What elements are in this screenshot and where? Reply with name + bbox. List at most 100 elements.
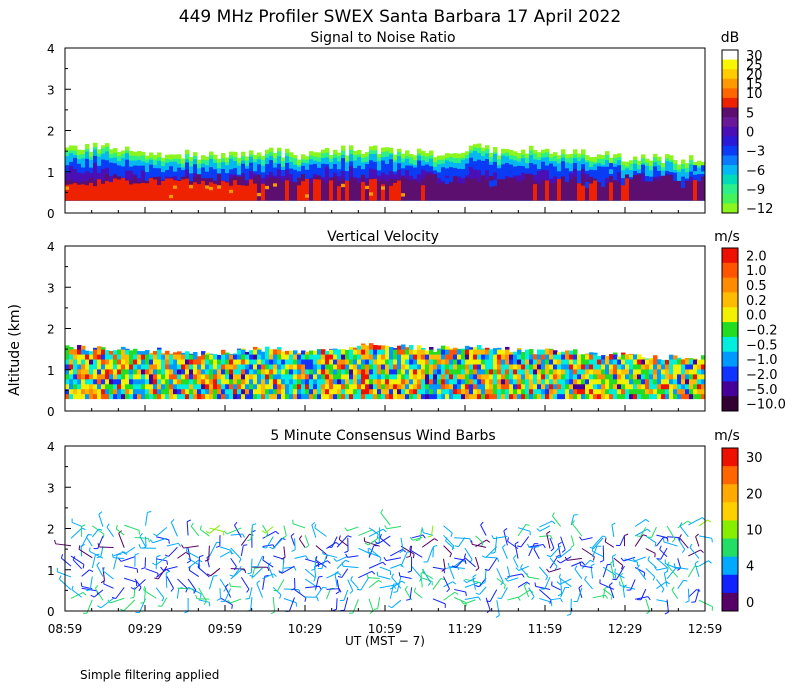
velocity-cell	[301, 354, 306, 360]
velocity-cell	[489, 378, 494, 385]
wind-panel: 5 Minute Consensus Wind Barbs m/s 01234 …	[47, 428, 763, 619]
velocity-cell	[229, 354, 234, 355]
velocity-cell	[557, 368, 562, 375]
velocity-cell	[277, 363, 282, 370]
wind-barb	[698, 519, 708, 527]
velocity-cell	[505, 346, 510, 350]
velocity-cell	[641, 363, 646, 370]
velocity-cell	[289, 393, 294, 400]
velocity-cell	[581, 373, 586, 380]
velocity-cell	[261, 393, 266, 400]
velocity-cell	[529, 363, 534, 370]
velocity-cell	[317, 359, 322, 365]
velocity-cell	[197, 388, 202, 395]
snr-cell	[281, 181, 286, 201]
wind-barb-flag	[526, 581, 531, 585]
velocity-cell	[105, 388, 110, 395]
velocity-cell	[465, 378, 470, 385]
velocity-cell	[233, 354, 238, 360]
velocity-cell	[545, 393, 550, 400]
wind-barb-flag	[216, 598, 221, 601]
velocity-cell	[461, 368, 466, 375]
y-tick-label: 4	[47, 240, 55, 254]
wind-barb	[474, 556, 480, 569]
wind-barb	[294, 589, 307, 599]
velocity-cell	[473, 378, 478, 385]
colorbar-label: −1.0	[746, 353, 778, 368]
snr-cell	[605, 167, 610, 174]
velocity-cell	[377, 359, 382, 365]
wind-barb-flag	[184, 610, 189, 614]
velocity-cell	[193, 388, 198, 395]
velocity-cell	[181, 378, 186, 385]
velocity-cell	[473, 359, 478, 365]
wind-barb-flag	[579, 536, 583, 541]
velocity-cell	[529, 349, 534, 355]
wind-barb	[294, 538, 296, 550]
wind-barb	[640, 527, 647, 537]
velocity-cell	[621, 363, 626, 370]
wind-barb	[656, 567, 668, 571]
velocity-cell	[121, 373, 126, 380]
wind-barb	[294, 555, 306, 559]
velocity-cell	[465, 383, 470, 390]
wind-barb-flag	[614, 568, 616, 573]
wind-barb-flag	[337, 576, 342, 578]
snr-cell	[309, 183, 314, 201]
wind-barb	[347, 526, 359, 532]
velocity-cell	[429, 354, 434, 360]
velocity-cell	[473, 363, 478, 370]
velocity-cell	[413, 359, 418, 365]
wind-barb-flag	[82, 564, 85, 569]
wind-barb-flag	[604, 537, 607, 542]
wind-barb	[71, 522, 82, 527]
snr-cell	[333, 176, 338, 201]
snr-cell	[125, 180, 130, 201]
velocity-cell	[501, 378, 506, 385]
snr-cell	[469, 179, 474, 201]
velocity-cell	[657, 388, 662, 395]
wind-barb-flag	[177, 543, 182, 547]
wind-barb-flag	[391, 573, 395, 578]
velocity-cell	[429, 368, 434, 375]
velocity-cell	[645, 359, 650, 365]
velocity-cell	[349, 346, 354, 350]
velocity-cell	[317, 368, 322, 375]
wind-barb-flag	[445, 537, 448, 542]
velocity-cell	[233, 378, 238, 385]
velocity-cell	[73, 378, 78, 385]
velocity-cell	[105, 359, 110, 365]
snr-cell	[377, 181, 382, 201]
velocity-cell	[185, 378, 190, 385]
velocity-cell	[241, 348, 246, 350]
wind-barb-flag	[225, 583, 229, 588]
velocity-cell	[285, 373, 290, 380]
velocity-cell	[489, 373, 494, 380]
velocity-cell	[573, 383, 578, 390]
velocity-cell	[129, 388, 134, 395]
velocity-cell	[377, 368, 382, 375]
snr-cell	[585, 180, 590, 201]
velocity-cell	[189, 378, 194, 385]
wind-barb	[455, 557, 466, 568]
velocity-cell	[701, 373, 706, 380]
wind-barb	[614, 572, 625, 579]
velocity-cell	[661, 368, 666, 375]
velocity-cell	[205, 363, 210, 370]
velocity-cell	[365, 368, 370, 375]
velocity-cell	[645, 378, 650, 385]
velocity-cell	[301, 373, 306, 380]
wind-barb	[520, 536, 530, 548]
velocity-cell	[417, 363, 422, 370]
wind-barb	[464, 556, 476, 568]
velocity-cell	[669, 378, 674, 385]
velocity-cell	[625, 383, 630, 390]
wind-barb	[560, 578, 563, 595]
wind-barb	[570, 535, 575, 546]
velocity-cell	[373, 373, 378, 380]
velocity-cell	[585, 383, 590, 390]
snr-cell	[101, 183, 106, 201]
wind-barb	[674, 566, 689, 570]
velocity-cell	[85, 368, 90, 375]
wind-barb-flag	[558, 573, 561, 578]
